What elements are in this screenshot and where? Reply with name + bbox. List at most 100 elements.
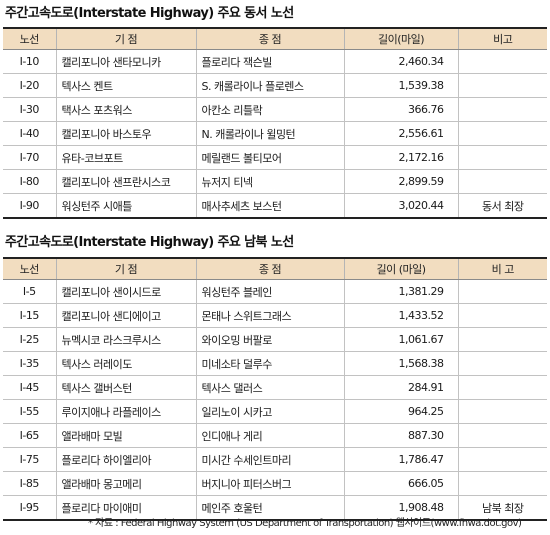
table-row: I-45 텍사스 갤버스턴 텍사스 댈러스 284.91 <box>3 375 547 400</box>
east-west-table-title: 주간고속도로(Interstate Highway) 주요 동서 노선 <box>5 6 294 21</box>
table-row: I-95 플로리다 마이애미 메인주 호울턴 1,908.48 남북 최장 <box>3 495 547 521</box>
cell-note <box>457 375 547 400</box>
cell-length: 2,172.16 <box>343 145 458 170</box>
cell-note <box>457 423 547 448</box>
cell-start: 앨라배마 모빌 <box>55 423 196 448</box>
cell-length: 666.05 <box>343 471 458 496</box>
north-south-table-title: 주간고속도로(Interstate Highway) 주요 남북 노선 <box>5 235 294 250</box>
cell-note <box>457 351 547 376</box>
cell-route: I-85 <box>3 471 56 496</box>
cell-note <box>457 145 547 170</box>
cell-end: S. 캐롤라이나 플로렌스 <box>195 73 344 98</box>
cell-note: 동서 최장 <box>457 193 547 219</box>
cell-route: I-45 <box>3 375 56 400</box>
cell-route: I-40 <box>3 121 56 146</box>
cell-length: 2,460.34 <box>343 49 458 74</box>
cell-note <box>457 303 547 328</box>
cell-note <box>457 447 547 472</box>
cell-start: 뉴멕시코 라스크루시스 <box>55 327 196 352</box>
table-row: I-25 뉴멕시코 라스크루시스 와이오밍 버팔로 1,061.67 <box>3 327 547 352</box>
cell-route: I-70 <box>3 145 56 170</box>
header-length: 길이(마일) <box>343 27 458 50</box>
source-footnote: * 자료 : Federal Highway System (US Depart… <box>88 518 522 529</box>
cell-end: 일리노이 시카고 <box>195 399 344 424</box>
table-row: I-40 캘리포니아 바스토우 N. 캐롤라이나 윌밍턴 2,556.61 <box>3 121 547 146</box>
cell-end: 플로리다 잭슨빌 <box>195 49 344 74</box>
table-row: I-10 캘리포니아 샌타모니카 플로리다 잭슨빌 2,460.34 <box>3 49 547 74</box>
cell-note <box>457 327 547 352</box>
cell-end: 와이오밍 버팔로 <box>195 327 344 352</box>
cell-length: 964.25 <box>343 399 458 424</box>
cell-length: 284.91 <box>343 375 458 400</box>
cell-start: 텍사스 갤버스턴 <box>55 375 196 400</box>
header-start: 기 점 <box>55 27 196 50</box>
cell-route: I-20 <box>3 73 56 98</box>
table-row: I-65 앨라배마 모빌 인디애나 게리 887.30 <box>3 423 547 448</box>
cell-length: 1,908.48 <box>343 495 458 521</box>
cell-end: 버지니아 피터스버그 <box>195 471 344 496</box>
cell-start: 플로리다 마이애미 <box>55 495 196 521</box>
north-south-routes-table: 노선 기 점 종 점 길이 (마일) 비 고 I-5 캘리포니아 샌이시드로 워싱턴… <box>3 257 547 521</box>
cell-note <box>457 471 547 496</box>
table-row: I-5 캘리포니아 샌이시드로 워싱턴주 블레인 1,381.29 <box>3 279 547 304</box>
table-row: I-30 택사스 포츠워스 아칸소 리틀락 366.76 <box>3 97 547 122</box>
cell-end: N. 캐롤라이나 윌밍턴 <box>195 121 344 146</box>
cell-note <box>457 49 547 74</box>
cell-route: I-55 <box>3 399 56 424</box>
cell-start: 캘리포니아 샌프란시스코 <box>55 169 196 194</box>
header-start: 기 점 <box>55 257 196 280</box>
header-note: 비고 <box>457 27 547 50</box>
table-header-row: 노선 기 점 종 점 길이(마일) 비고 <box>3 27 547 50</box>
table-row: I-90 워싱턴주 시애틀 매사추세츠 보스턴 3,020.44 동서 최장 <box>3 193 547 219</box>
header-note: 비 고 <box>457 257 547 280</box>
cell-length: 1,786.47 <box>343 447 458 472</box>
cell-length: 1,381.29 <box>343 279 458 304</box>
cell-end: 미시간 수세인트마리 <box>195 447 344 472</box>
cell-length: 1,061.67 <box>343 327 458 352</box>
cell-route: I-10 <box>3 49 56 74</box>
header-end: 종 점 <box>195 27 344 50</box>
table-header-row: 노선 기 점 종 점 길이 (마일) 비 고 <box>3 257 547 280</box>
table-row: I-15 캘리포니아 샌디에이고 몬태나 스위트그래스 1,433.52 <box>3 303 547 328</box>
cell-start: 택사스 포츠워스 <box>55 97 196 122</box>
cell-start: 캘리포니아 바스토우 <box>55 121 196 146</box>
cell-length: 2,899.59 <box>343 169 458 194</box>
cell-length: 887.30 <box>343 423 458 448</box>
cell-end: 텍사스 댈러스 <box>195 375 344 400</box>
cell-route: I-5 <box>3 279 56 304</box>
cell-end: 미네소타 덜루수 <box>195 351 344 376</box>
cell-end: 워싱턴주 블레인 <box>195 279 344 304</box>
cell-length: 3,020.44 <box>343 193 458 219</box>
cell-length: 1,539.38 <box>343 73 458 98</box>
cell-start: 캘리포니아 샌이시드로 <box>55 279 196 304</box>
cell-start: 루이지애나 라플레이스 <box>55 399 196 424</box>
header-length: 길이 (마일) <box>343 257 458 280</box>
cell-note <box>457 169 547 194</box>
cell-length: 366.76 <box>343 97 458 122</box>
table-row: I-70 유타-코브포트 메릴랜드 볼티모어 2,172.16 <box>3 145 547 170</box>
cell-end: 뉴저지 티넥 <box>195 169 344 194</box>
cell-end: 매사추세츠 보스턴 <box>195 193 344 219</box>
cell-route: I-35 <box>3 351 56 376</box>
cell-route: I-80 <box>3 169 56 194</box>
table-row: I-20 텍사스 켄트 S. 캐롤라이나 플로렌스 1,539.38 <box>3 73 547 98</box>
cell-route: I-65 <box>3 423 56 448</box>
cell-end: 메인주 호울턴 <box>195 495 344 521</box>
cell-route: I-75 <box>3 447 56 472</box>
cell-length: 2,556.61 <box>343 121 458 146</box>
cell-length: 1,568.38 <box>343 351 458 376</box>
cell-start: 텍사스 켄트 <box>55 73 196 98</box>
header-route: 노선 <box>3 257 56 280</box>
table-row: I-80 캘리포니아 샌프란시스코 뉴저지 티넥 2,899.59 <box>3 169 547 194</box>
cell-route: I-90 <box>3 193 56 219</box>
cell-note <box>457 97 547 122</box>
cell-route: I-15 <box>3 303 56 328</box>
cell-route: I-95 <box>3 495 56 521</box>
table-row: I-75 플로리다 하이엘리아 미시간 수세인트마리 1,786.47 <box>3 447 547 472</box>
table-row: I-85 앨라배마 몽고메리 버지니아 피터스버그 666.05 <box>3 471 547 496</box>
cell-start: 캘리포니아 샌타모니카 <box>55 49 196 74</box>
cell-start: 텍사스 러레이도 <box>55 351 196 376</box>
cell-start: 플로리다 하이엘리아 <box>55 447 196 472</box>
cell-start: 유타-코브포트 <box>55 145 196 170</box>
